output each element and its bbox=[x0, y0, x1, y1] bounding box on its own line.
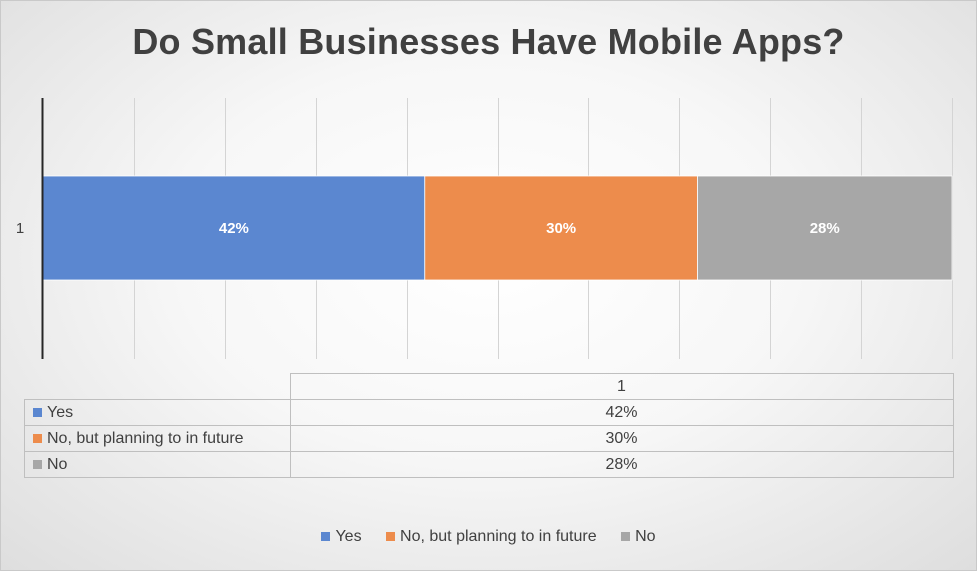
legend-item-no: No bbox=[621, 528, 656, 546]
planning-swatch-icon bbox=[386, 532, 396, 541]
data-table-corner bbox=[24, 373, 291, 400]
bar-data-label: 42% bbox=[219, 220, 249, 237]
legend-item-planning: No, but planning to in future bbox=[386, 528, 597, 546]
yes-swatch-icon bbox=[33, 407, 42, 417]
bar-data-label: 28% bbox=[810, 220, 840, 237]
data-table-series-name: Yes bbox=[47, 403, 74, 421]
legend-label: No, but planning to in future bbox=[400, 528, 597, 545]
category-tick-label: 1 bbox=[16, 220, 24, 237]
data-table-series-name: No bbox=[47, 455, 68, 473]
data-table-series-name: No, but planning to in future bbox=[47, 429, 244, 447]
bar-data-label: 30% bbox=[546, 220, 576, 237]
data-table-row: No 28% bbox=[24, 451, 954, 478]
legend-label: No bbox=[635, 528, 656, 545]
data-table-series-cell: No bbox=[24, 451, 291, 478]
legend: Yes No, but planning to in future No bbox=[1, 528, 976, 546]
no-swatch-icon bbox=[621, 532, 631, 541]
no-swatch-icon bbox=[33, 459, 42, 469]
bar-segment bbox=[697, 175, 953, 281]
data-table: 1 Yes 42% No, but planning to in future … bbox=[24, 373, 954, 478]
data-table-row: Yes 42% bbox=[24, 399, 954, 426]
legend-label: Yes bbox=[335, 528, 362, 545]
data-table-row: No, but planning to in future 30% bbox=[24, 425, 954, 452]
data-table-value: 42% bbox=[289, 399, 954, 426]
chart-title: Do Small Businesses Have Mobile Apps? bbox=[132, 21, 845, 62]
bar-segment bbox=[424, 175, 698, 281]
data-table-series-cell: No, but planning to in future bbox=[24, 425, 291, 452]
data-table-header-row: 1 bbox=[24, 373, 954, 400]
legend-item-yes: Yes bbox=[321, 528, 362, 546]
bar-segment bbox=[42, 175, 426, 281]
planning-swatch-icon bbox=[33, 433, 42, 443]
yes-swatch-icon bbox=[321, 532, 331, 541]
data-table-header: 1 bbox=[289, 373, 954, 400]
data-table-series-cell: Yes bbox=[24, 399, 291, 426]
data-table-value: 30% bbox=[289, 425, 954, 452]
data-table-value: 28% bbox=[289, 451, 954, 478]
